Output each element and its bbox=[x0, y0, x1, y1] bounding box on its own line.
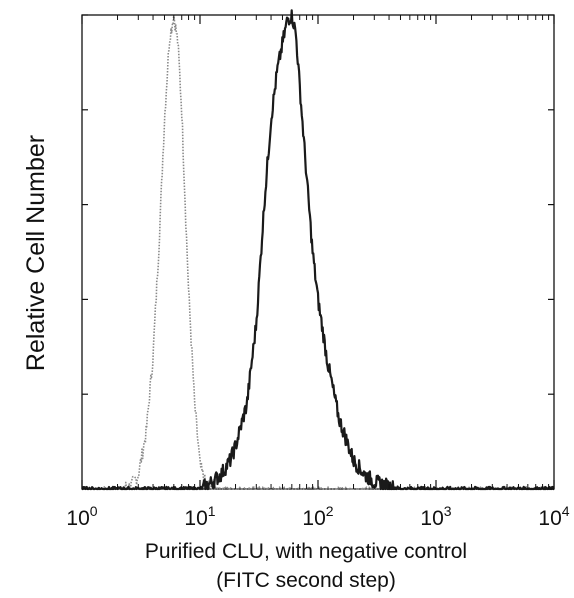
plot-area bbox=[81, 14, 555, 490]
x-axis-subtitle: (FITC second step) bbox=[216, 569, 396, 592]
ticks-layer: 100 101 102 103 104 bbox=[66, 14, 570, 530]
series-layer bbox=[81, 9, 555, 491]
series-purified-clu bbox=[81, 9, 555, 491]
x-tick-label: 104 bbox=[538, 503, 569, 530]
x-tick-label: 101 bbox=[184, 503, 215, 530]
x-axis-title: Purified CLU, with negative control bbox=[145, 540, 467, 563]
series-negative-control bbox=[81, 15, 555, 490]
x-tick-label: 100 bbox=[66, 503, 97, 530]
x-tick-label: 103 bbox=[420, 503, 451, 530]
plot-frame bbox=[81, 14, 555, 490]
x-tick-label: 102 bbox=[302, 503, 333, 530]
y-axis-title: Relative Cell Number bbox=[22, 135, 50, 371]
